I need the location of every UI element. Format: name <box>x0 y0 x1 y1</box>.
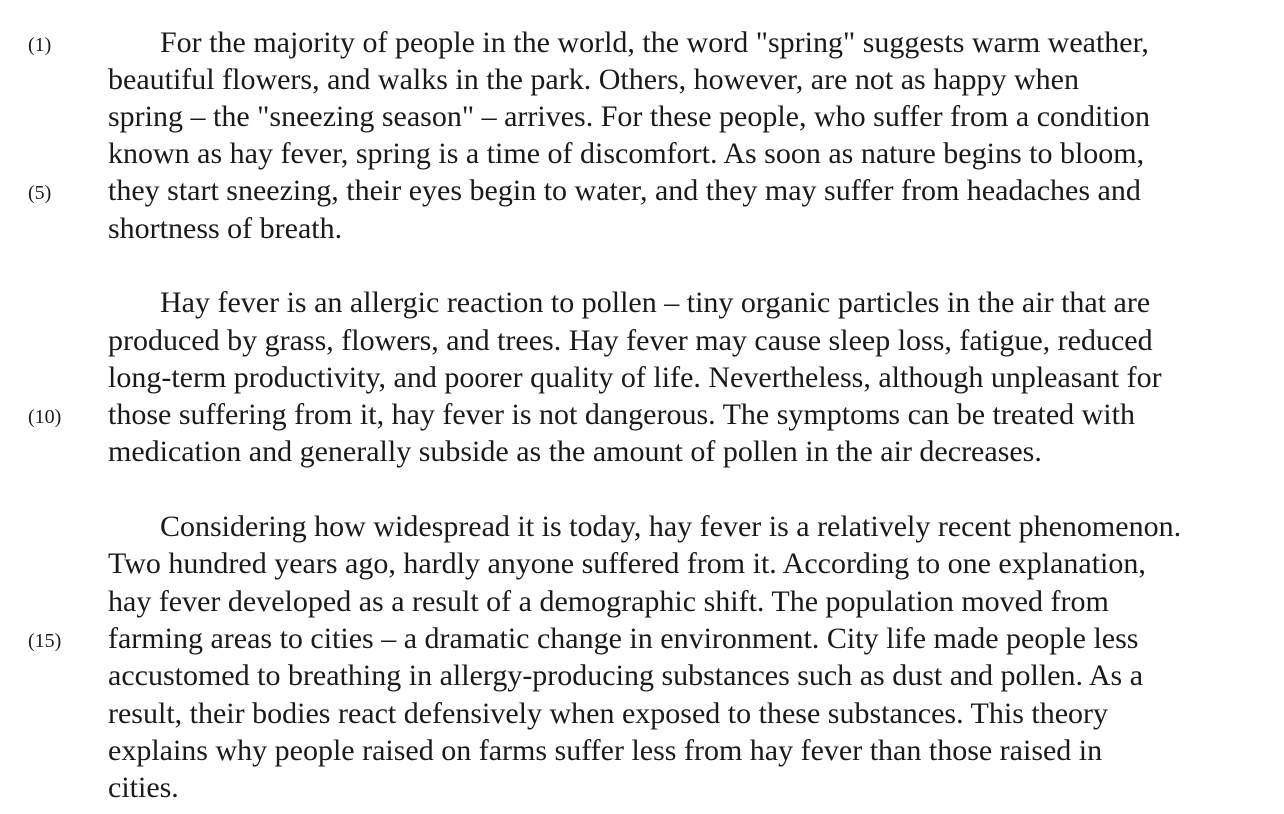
passage-line: shortness of breath. <box>108 212 343 245</box>
passage-line: Two hundred years ago, hardly anyone suf… <box>108 547 1146 580</box>
passage-line: known as hay fever, spring is a time of … <box>108 137 1145 170</box>
line-number-15: (15) <box>28 630 62 652</box>
line-number-10: (10) <box>28 406 62 428</box>
passage-line: Considering how widespread it is today, … <box>160 510 1182 543</box>
passage-line: long-term productivity, and poorer quali… <box>108 361 1162 394</box>
passage-line: Hay fever is an allergic reaction to pol… <box>160 286 1151 319</box>
passage-line: result, their bodies react defensively w… <box>108 697 1109 730</box>
passage-line: explains why people raised on farms suff… <box>108 734 1103 767</box>
passage-line: accustomed to breathing in allergy-produ… <box>108 659 1144 692</box>
passage-line: beautiful flowers, and walks in the park… <box>108 63 1080 96</box>
line-number-1: (1) <box>28 34 52 56</box>
passage-line: medication and generally subside as the … <box>108 435 1042 468</box>
passage-line: produced by grass, flowers, and trees. H… <box>108 324 1153 357</box>
passage-line: hay fever developed as a result of a dem… <box>108 585 1109 618</box>
passage-line: spring – the "sneezing season" – arrives… <box>108 100 1151 133</box>
passage-line: farming areas to cities – a dramatic cha… <box>108 622 1139 655</box>
passage-line: those suffering from it, hay fever is no… <box>108 398 1135 431</box>
passage-line: For the majority of people in the world,… <box>160 26 1149 59</box>
passage-line: cities. <box>108 771 179 804</box>
line-number-5: (5) <box>28 182 52 204</box>
passage-line: they start sneezing, their eyes begin to… <box>108 174 1141 207</box>
